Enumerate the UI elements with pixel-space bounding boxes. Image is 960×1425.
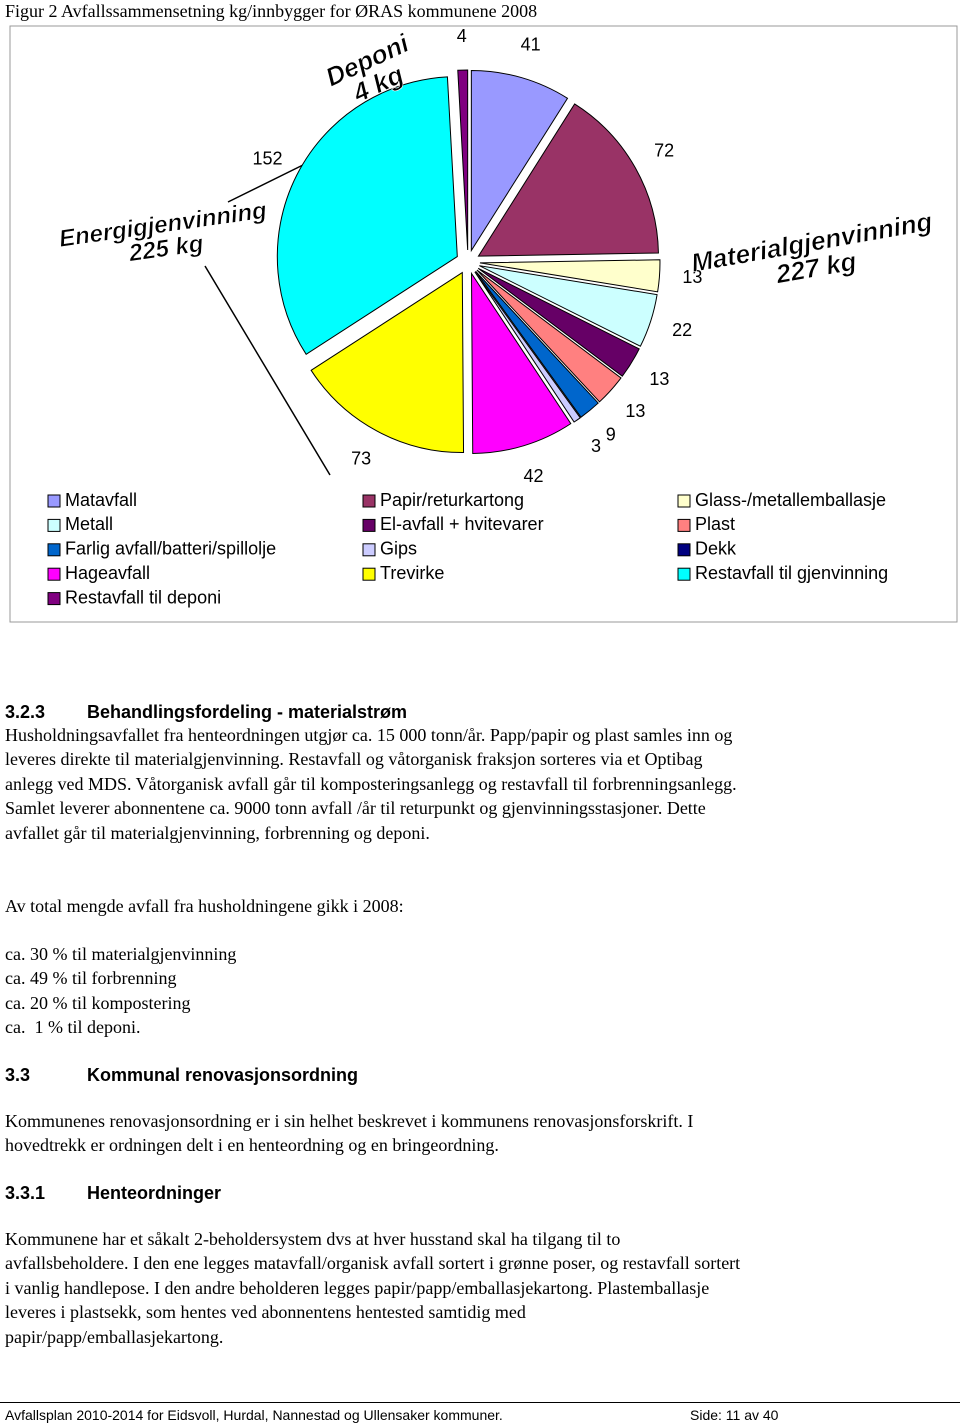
legend-swatch xyxy=(677,543,691,557)
legend-swatch xyxy=(677,567,691,581)
pie-slice xyxy=(477,267,640,377)
text-line: ca. 20 % til kompostering xyxy=(5,992,191,1013)
legend-label: El-avfall + hvitevarer xyxy=(380,514,544,534)
legend-swatch xyxy=(362,494,376,508)
text-line: ca. 49 % til forbrenning xyxy=(5,968,177,989)
pie-slice xyxy=(470,271,572,454)
text-line: papir/papp/emballasjekartong. xyxy=(5,1326,224,1347)
data-label: 13 xyxy=(625,401,645,421)
chart-frame xyxy=(9,25,958,623)
pie-slice xyxy=(310,271,465,454)
text-line: Samlet leverer abonnentene ca. 9000 tonn… xyxy=(5,798,706,819)
section-title: Henteordninger xyxy=(87,1183,222,1203)
pie-slice xyxy=(479,265,658,347)
text-line: hovedtrekk er ordningen delt i en henteo… xyxy=(5,1135,499,1156)
text-line: leveres i plastsekk, som hentes ved abon… xyxy=(5,1302,526,1323)
text-line: avfallsbeholdere. I den ene legges matav… xyxy=(5,1253,741,1274)
section-number: 3.3 xyxy=(5,1065,31,1085)
legend-label: Matavfall xyxy=(65,490,137,510)
text-line: ca. 1 % til deponi. xyxy=(5,1017,141,1038)
section-number: 3.2.3 xyxy=(5,702,46,722)
data-label: 13 xyxy=(682,267,702,287)
legend-swatch xyxy=(362,567,376,581)
legend-label: Gips xyxy=(380,539,417,559)
legend-swatch xyxy=(47,543,61,557)
pie-slice xyxy=(470,69,569,253)
text-line: Kommunenes renovasjonsordning er i sin h… xyxy=(5,1111,694,1131)
pie-slice xyxy=(479,259,661,293)
text-line: i vanlig handlepose. I den andre beholde… xyxy=(5,1277,710,1298)
text-line: anlegg ved MDS. Våtorganisk avfall går t… xyxy=(5,773,737,794)
text-line: Av total mengde avfall fra husholdningen… xyxy=(5,896,404,916)
legend-swatch xyxy=(47,592,61,606)
section-title: Behandlingsfordeling - materialstrøm xyxy=(87,702,408,722)
legend-swatch xyxy=(47,567,61,581)
legend-swatch xyxy=(47,494,61,508)
legend-label: Trevirke xyxy=(380,563,444,583)
text-line: Husholdningsavfallet fra henteordningen … xyxy=(5,725,733,745)
legend-swatch xyxy=(677,518,691,532)
legend-label: Metall xyxy=(65,514,113,534)
data-label: 152 xyxy=(252,149,282,169)
legend-label: Restavfall til gjenvinning xyxy=(695,563,888,583)
legend-label: Hageavfall xyxy=(65,563,150,583)
data-label: 72 xyxy=(654,140,674,160)
arrow xyxy=(227,162,308,203)
legend-swatch xyxy=(362,543,376,557)
data-label: 9 xyxy=(606,425,616,445)
footer-rule xyxy=(0,1402,960,1403)
data-label: 42 xyxy=(524,466,544,486)
footer-left: Avfallsplan 2010-2014 for Eidsvoll, Hurd… xyxy=(5,1407,503,1423)
pie-slice xyxy=(276,76,458,355)
pie-slice xyxy=(475,270,599,418)
text-line: Kommunene har et såkalt 2-beholdersystem… xyxy=(5,1229,621,1249)
legend-label: Plast xyxy=(695,514,735,534)
data-label: 73 xyxy=(351,449,371,469)
data-label: 4 xyxy=(457,26,467,46)
data-label: 41 xyxy=(521,35,541,55)
data-label: 3 xyxy=(591,436,601,456)
arrow xyxy=(204,265,331,476)
pie-slice xyxy=(474,271,581,423)
legend-label: Dekk xyxy=(695,539,737,559)
legend-swatch xyxy=(47,518,61,532)
section-title: Kommunal renovasjonsordning xyxy=(87,1065,359,1085)
figure-title: Figur 2 Avfallssammensetning kg/innbygge… xyxy=(5,1,538,21)
text-line: ca. 30 % til materialgjenvinning xyxy=(5,944,237,964)
pie-slice xyxy=(476,269,622,403)
footer-right: Side: 11 av 40 xyxy=(690,1407,779,1423)
legend-label: Farlig avfall/batteri/spillolje xyxy=(65,539,276,559)
legend-label: Papir/returkartong xyxy=(380,490,524,510)
data-label: 13 xyxy=(649,369,669,389)
pie-slice xyxy=(457,69,469,251)
text-line: leveres direkte til materialgjenvinning.… xyxy=(5,749,703,770)
legend-swatch xyxy=(362,518,376,532)
section-number: 3.3.1 xyxy=(5,1183,46,1203)
pie-slice xyxy=(477,103,659,257)
data-label: 22 xyxy=(672,320,692,340)
legend-label: Restavfall til deponi xyxy=(65,587,221,607)
legend-swatch xyxy=(677,494,691,508)
legend-label: Glass-/metallemballasje xyxy=(695,490,886,510)
text-line: avfallet går til materialgjenvinning, fo… xyxy=(5,822,430,843)
